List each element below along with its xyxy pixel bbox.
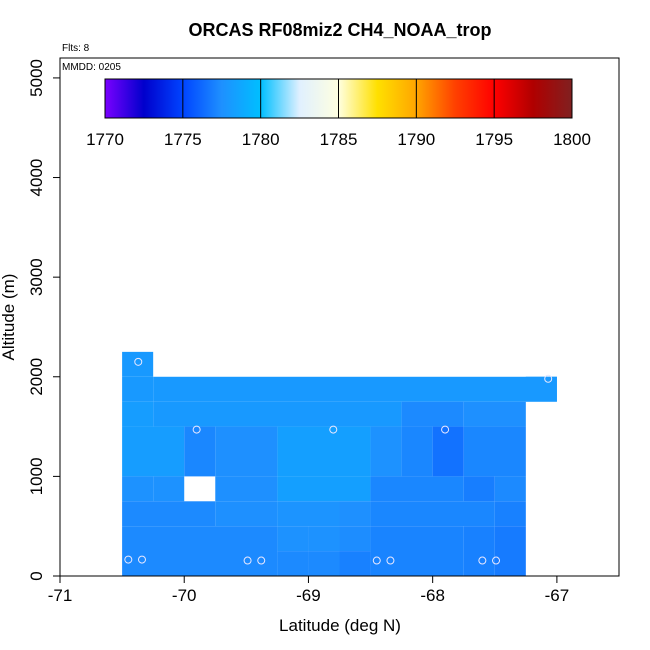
heatmap-cell (122, 526, 278, 576)
sample-point (243, 556, 252, 565)
sample-point (134, 357, 143, 366)
plot-frame (59, 57, 620, 577)
heatmap-cell (401, 401, 464, 427)
heatmap-cell (122, 476, 154, 502)
sample-point (372, 556, 381, 565)
x-axis: -71 -70 -69 -68 -67 (48, 576, 569, 605)
y-tick-label: 0 (27, 571, 46, 580)
y-tick-label: 2000 (27, 358, 46, 396)
heatmap-cell (122, 351, 154, 377)
heatmap-cell (463, 401, 526, 427)
sample-point (257, 556, 266, 565)
sample-point (492, 556, 501, 565)
heatmap-cell (339, 551, 371, 576)
sample-point (544, 374, 553, 383)
x-axis-title: Latitude (deg N) (279, 616, 401, 635)
sample-points (124, 357, 553, 565)
heatmap-cell (370, 501, 495, 527)
x-tick-label: -69 (296, 586, 321, 605)
sample-point (386, 556, 395, 565)
heatmap-cell (184, 426, 216, 477)
chart-title: ORCAS RF08miz2 CH4_NOAA_trop (188, 20, 491, 40)
y-axis-title: Altitude (m) (0, 274, 18, 361)
heatmap-cell (122, 376, 154, 402)
heatmap-cell (215, 501, 278, 527)
heatmap-cell (277, 476, 371, 502)
heatmap-cell (494, 476, 526, 502)
heatmap-cell (153, 376, 557, 402)
x-tick-label: -67 (545, 586, 570, 605)
sample-point (441, 425, 450, 434)
sample-point (192, 425, 201, 434)
x-tick-label: -68 (420, 586, 445, 605)
heatmap-cell (215, 476, 278, 502)
heatmap-cell (153, 476, 185, 502)
heatmap-cell (432, 426, 464, 477)
y-tick-label: 5000 (27, 59, 46, 97)
heatmap-cell (463, 426, 526, 477)
heatmap-cells (122, 351, 557, 576)
y-tick-label: 4000 (27, 159, 46, 197)
heatmap-cell (308, 551, 340, 576)
heatmap-cell (463, 476, 495, 502)
heatmap-cell (122, 426, 185, 477)
heatmap-cell (277, 426, 371, 477)
colorbar-tick-label: 1795 (475, 130, 513, 149)
x-tick-label: -71 (48, 586, 73, 605)
heatmap-cell (463, 526, 495, 576)
colorbar-tick-label: 1790 (397, 130, 435, 149)
sample-point (329, 425, 338, 434)
colorbar-tick-label: 1785 (320, 130, 358, 149)
colorbar-tick-label: 1780 (242, 130, 280, 149)
heatmap-cell (494, 526, 526, 576)
heatmap-cell (339, 501, 371, 527)
heatmap-cell (122, 501, 216, 527)
y-tick-label: 1000 (27, 457, 46, 495)
heatmap-cell (525, 376, 557, 402)
y-tick-label: 3000 (27, 258, 46, 296)
heatmap-cell (153, 401, 402, 427)
heatmap-cell (277, 551, 309, 576)
sample-point (478, 556, 487, 565)
sample-point (124, 555, 133, 564)
heatmap-cell (308, 526, 340, 552)
heatmap-cell (401, 426, 433, 477)
heatmap-cell (494, 501, 526, 527)
x-tick-label: -70 (172, 586, 197, 605)
date-label: MMDD: 0205 (62, 62, 121, 73)
colorbar-tick-label: 1770 (86, 130, 124, 149)
heatmap-cell (339, 526, 371, 552)
heatmap-cell (277, 526, 309, 552)
colorbar-tick-label: 1800 (553, 130, 591, 149)
heatmap-cell (370, 526, 464, 576)
sample-point (137, 555, 146, 564)
colorbar-tick-label: 1775 (164, 130, 202, 149)
heatmap-cell (370, 476, 464, 502)
heatmap-cell (370, 426, 402, 477)
heatmap-cell (215, 426, 278, 477)
heatmap-cell (122, 401, 154, 427)
y-axis: 0 1000 2000 3000 4000 5000 (27, 59, 60, 581)
heatmap-cell (277, 501, 340, 527)
flights-label: Flts: 8 (62, 43, 90, 54)
colorbar: 1770 1775 1780 1785 1790 1795 1800 (86, 78, 591, 149)
